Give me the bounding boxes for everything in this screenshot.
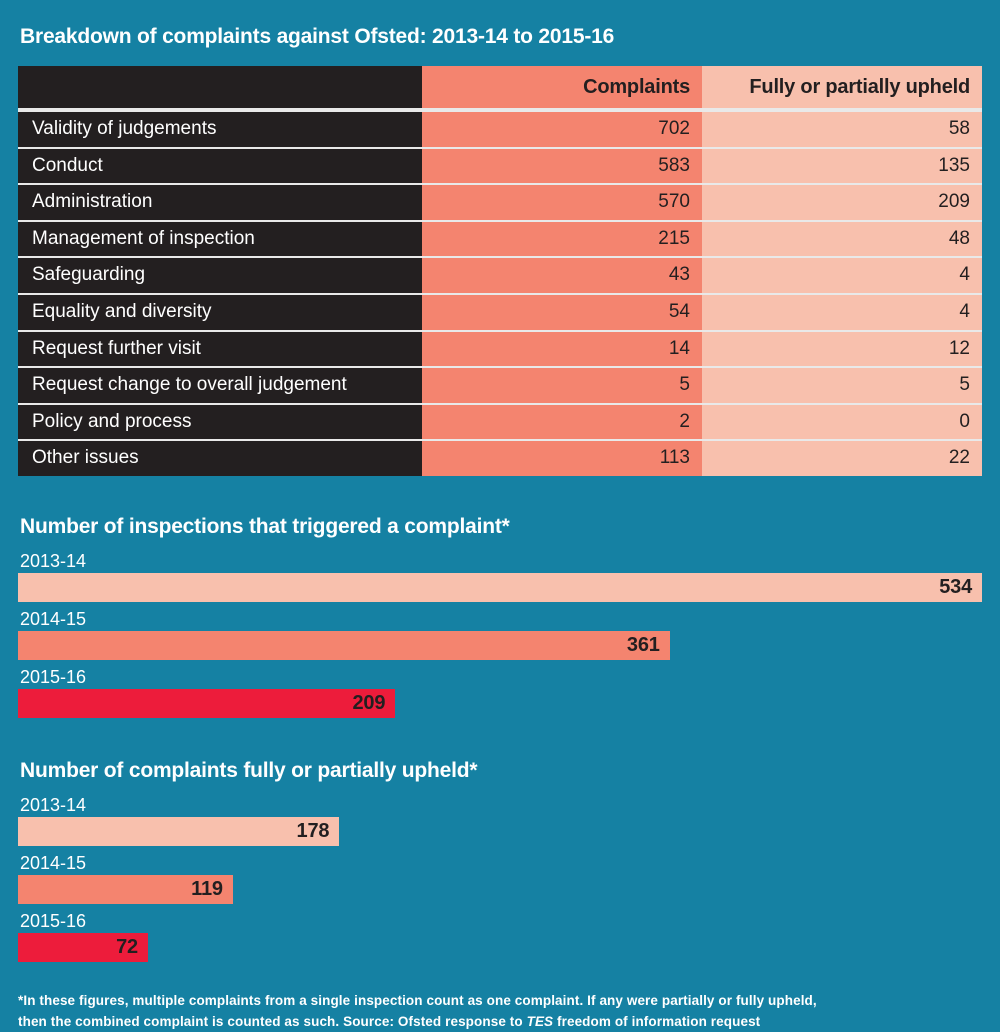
- bar-value-label: 209: [352, 691, 386, 714]
- row-upheld-value: 209: [702, 185, 982, 220]
- table-row: Request further visit 14 12: [18, 329, 982, 367]
- bar-value-label: 178: [296, 819, 330, 842]
- row-complaints-value: 14: [422, 331, 702, 367]
- table-row: Administration 570 209: [18, 183, 982, 220]
- bar-group: 2015-16 209: [18, 667, 982, 718]
- bar: 72: [18, 932, 148, 962]
- bar-chart-area: 2013-14 178 2014-15 119 2015-16 72: [18, 795, 982, 962]
- bar-year-label: 2014-15: [20, 852, 87, 873]
- row-upheld-value: 0: [702, 404, 982, 440]
- table-row: Safeguarding 43 4: [18, 256, 982, 293]
- row-upheld-value: 12: [702, 331, 982, 367]
- table-row: Conduct 583 135: [18, 146, 982, 184]
- table-row: Equality and diversity 54 4: [18, 292, 982, 330]
- footnote-line-2-text: then the combined complaint is counted a…: [18, 1013, 527, 1029]
- bar: 534: [18, 572, 982, 602]
- row-complaints-value: 702: [422, 112, 702, 147]
- table-header-upheld: Fully or partially upheld: [702, 66, 982, 108]
- bar-value-label: 119: [191, 877, 223, 900]
- table-row: Request change to overall judgement 5 5: [18, 366, 982, 403]
- table-header-empty-cell: [18, 66, 422, 108]
- table-header-complaints: Complaints: [422, 66, 702, 108]
- bar-year-label: 2014-15: [20, 608, 87, 629]
- chart-inspections-triggered-complaint: Number of inspections that triggered a c…: [18, 514, 982, 718]
- bar-group: 2015-16 72: [18, 911, 982, 962]
- table-row: Management of inspection 215 48: [18, 219, 982, 257]
- bar-year-label: 2013-14: [20, 550, 87, 571]
- row-complaints-value: 113: [422, 441, 702, 476]
- page-title: Breakdown of complaints against Ofsted: …: [20, 25, 615, 48]
- bar-year-label: 2013-14: [20, 794, 87, 815]
- row-category-label: Other issues: [18, 441, 422, 476]
- row-upheld-value: 4: [702, 258, 982, 293]
- bar-value-label: 534: [939, 575, 972, 598]
- row-category-label: Equality and diversity: [18, 294, 422, 330]
- row-category-label: Administration: [18, 185, 422, 220]
- footnote-line-2: then the combined complaint is counted a…: [18, 1011, 982, 1032]
- row-category-label: Management of inspection: [18, 221, 422, 257]
- row-category-label: Validity of judgements: [18, 112, 422, 147]
- row-category-label: Request change to overall judgement: [18, 368, 422, 403]
- bar: 119: [18, 874, 233, 904]
- row-upheld-value: 22: [702, 441, 982, 476]
- table-header-row: Complaints Fully or partially upheld: [18, 66, 982, 110]
- row-upheld-value: 5: [702, 368, 982, 403]
- bar-value-label: 72: [116, 935, 138, 958]
- bar-group: 2014-15 361: [18, 609, 982, 660]
- row-category-label: Safeguarding: [18, 258, 422, 293]
- row-upheld-value: 58: [702, 112, 982, 147]
- row-category-label: Conduct: [18, 148, 422, 184]
- row-complaints-value: 570: [422, 185, 702, 220]
- bar-group: 2013-14 534: [18, 551, 982, 602]
- bar-value-label: 361: [626, 633, 660, 656]
- bar: 178: [18, 816, 340, 846]
- row-complaints-value: 583: [422, 148, 702, 184]
- row-upheld-value: 135: [702, 148, 982, 184]
- footnote-line-2-tail: freedom of information request: [553, 1013, 761, 1029]
- row-complaints-value: 2: [422, 404, 702, 440]
- row-category-label: Policy and process: [18, 404, 422, 440]
- footnote-source-name: TES: [526, 1013, 554, 1029]
- complaints-table: Complaints Fully or partially upheld Val…: [18, 66, 982, 476]
- bar-group: 2014-15 119: [18, 853, 982, 904]
- table-row: Policy and process 2 0: [18, 402, 982, 440]
- row-upheld-value: 48: [702, 221, 982, 257]
- row-complaints-value: 215: [422, 221, 702, 257]
- row-category-label: Request further visit: [18, 331, 422, 367]
- bar-chart-area: 2013-14 534 2014-15 361 2015-16 209: [18, 551, 982, 718]
- row-complaints-value: 5: [422, 368, 702, 403]
- footnote-line-1: *In these figures, multiple complaints f…: [18, 992, 817, 1008]
- table-row: Validity of judgements 702 58: [18, 110, 982, 147]
- table-row: Other issues 113 22: [18, 439, 982, 476]
- row-complaints-value: 43: [422, 258, 702, 293]
- table-body: Validity of judgements 702 58 Conduct 583 135…: [18, 110, 982, 476]
- bar: 361: [18, 630, 670, 660]
- row-upheld-value: 4: [702, 294, 982, 330]
- bar-year-label: 2015-16: [20, 910, 87, 931]
- bar-group: 2013-14 178: [18, 795, 982, 846]
- footnote: *In these figures, multiple complaints f…: [18, 990, 982, 1032]
- chart-complaints-upheld: Number of complaints fully or partially …: [18, 758, 982, 962]
- row-complaints-value: 54: [422, 294, 702, 330]
- chart-title: Number of complaints fully or partially …: [20, 758, 478, 782]
- chart-title: Number of inspections that triggered a c…: [20, 514, 510, 538]
- bar: 209: [18, 688, 396, 718]
- bar-year-label: 2015-16: [20, 666, 87, 687]
